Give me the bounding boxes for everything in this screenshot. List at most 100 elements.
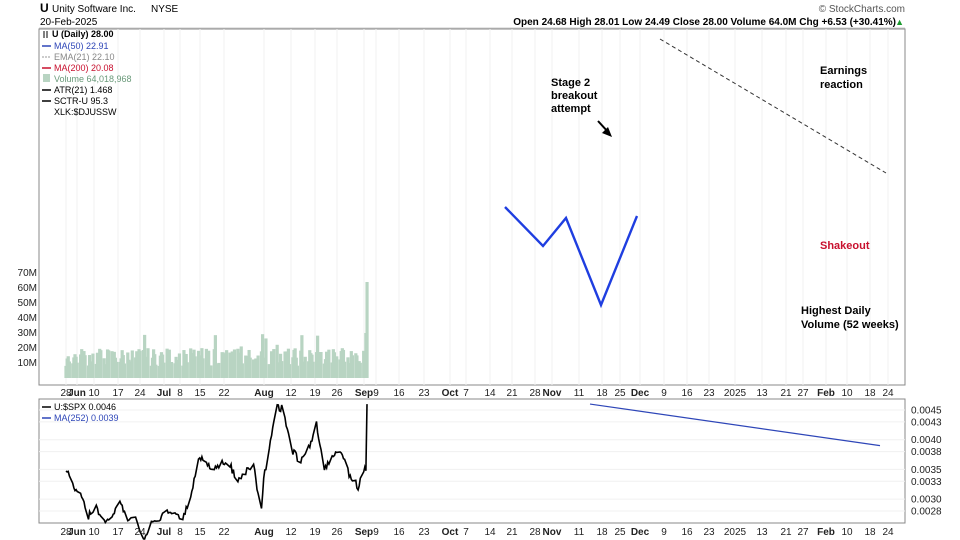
x-tick-label-lower: 23 [418,527,430,538]
legend-xlk: XLK:$DJUSSW [54,107,117,117]
volume-bar [311,361,315,378]
volume-bar [107,350,111,378]
x-tick-label: Jun [68,388,86,399]
x-tick-label-lower: 18 [596,527,608,538]
legend-volume: Volume 64,018,968 [54,74,132,84]
x-tick-label: 12 [285,388,297,399]
x-tick-label: Dec [631,388,650,399]
x-tick-label-lower: Dec [631,527,650,538]
x-tick-label: 22 [218,388,230,399]
volume-bar [162,362,166,378]
volume-bar [83,355,87,378]
volume-bar [300,335,304,378]
breakout-arrow-icon [597,120,612,137]
volume-tick-label: 20M [18,343,37,354]
volume-bar [239,346,243,378]
x-tick-label: 8 [177,388,183,399]
volume-bar [350,355,355,378]
x-tick-label-lower: 11 [574,527,585,538]
ratio-lines [65,403,881,540]
x-tick-label-lower: 16 [393,527,405,538]
volume-bar [327,349,331,378]
legend-price: U (Daily) 28.00 [52,29,114,39]
volume-bar [114,361,119,378]
volume-bar [256,355,260,378]
x-tick-label: 26 [331,388,343,399]
up-arrow-icon: ▲ [895,17,904,27]
x-tick-label-lower: Feb [817,527,835,538]
annotation-volume-1: Highest Daily [801,305,872,317]
volume-bar [177,353,182,378]
volume-tick-label: 10M [18,358,37,369]
x-tick-label: 24 [134,388,146,399]
ratio-ma252-line [589,403,881,447]
x-tick-label-lower: 15 [194,527,206,538]
volume-tick-label: 50M [18,298,37,309]
x-tick-label-lower: Oct [442,527,459,538]
company-name: Unity Software Inc. [52,4,136,15]
volume-bar [75,362,79,378]
x-tick-label-lower: 28 [60,527,72,538]
x-tick-label-lower: 23 [703,527,715,538]
volume-tick-label: 30M [18,328,37,339]
legend-price-icon [43,31,48,38]
legend-atr: ATR(21) 1.468 [54,85,112,95]
volume-bar [213,335,217,378]
x-tick-label: 24 [882,388,894,399]
x-tick-label: 18 [864,388,876,399]
x-tick-label-lower: 24 [134,527,146,538]
volume-bar [286,348,291,378]
volume-bar [260,334,265,378]
x-tick-label-lower: 10 [88,527,100,538]
x-tick-label: 21 [780,388,792,399]
x-tick-label: 10 [88,388,100,399]
x-tick-label: 15 [194,388,206,399]
x-tick-label: Feb [817,388,835,399]
volume-bar [264,338,268,378]
x-tick-label-lower: 9 [661,527,667,538]
ratio-tick-label: 0.0030 [911,495,942,506]
ratio-panel-frame [38,398,906,524]
volume-bar [287,364,292,378]
x-tick-label-lower: Aug [254,527,273,538]
annotation-shakeout: Shakeout [820,240,870,252]
x-tick-label: 16 [681,388,693,399]
volume-bar [342,361,347,378]
volume-bar [130,350,134,378]
x-tick-label-lower: Sep [355,527,373,538]
price-legend: U (Daily) 28.00 MA(50) 22.91 EMA(21) 22.… [42,29,132,117]
ratio-line [65,403,368,540]
x-tick-label-lower: 26 [331,527,343,538]
ratio-tick-label: 0.0043 [911,417,942,428]
volume-bar [167,349,171,378]
x-tick-label: Jul [157,388,172,399]
x-tick-label: Nov [543,388,562,399]
volume-bar [236,348,240,378]
volume-bar [209,365,213,378]
volume-bar [240,363,244,378]
symbol: U [40,1,49,15]
legend-sctr: SCTR-U 95.3 [54,96,108,106]
volume-bar [67,361,71,378]
x-tick-label: 21 [506,388,518,399]
x-tick-label: Sep [355,388,373,399]
legend-ma50: MA(50) 22.91 [54,41,109,51]
x-tick-label-lower: 19 [309,527,321,538]
annotation-stage2-3: attempt [551,103,591,115]
x-tick-label-lower: 21 [780,527,792,538]
price-panel-frame [38,28,906,386]
downtrend-line [659,38,887,174]
volume-bar [225,350,229,378]
volume-bar [319,352,323,378]
x-tick-label-lower: 22 [218,527,230,538]
volume-tick-label: 70M [18,268,37,279]
x-tick-label: 18 [596,388,608,399]
x-tick-label: 10 [841,388,853,399]
x-tick-label: 28 [60,388,72,399]
x-tick-label: 16 [393,388,405,399]
axes: 14151617181920212223242526272810M20M30M4… [18,268,942,538]
x-tick-label-lower: 14 [484,527,496,538]
ratio-tick-label: 0.0033 [911,477,942,488]
exchange: NYSE [151,4,179,15]
x-tick-label-lower: 18 [864,527,876,538]
